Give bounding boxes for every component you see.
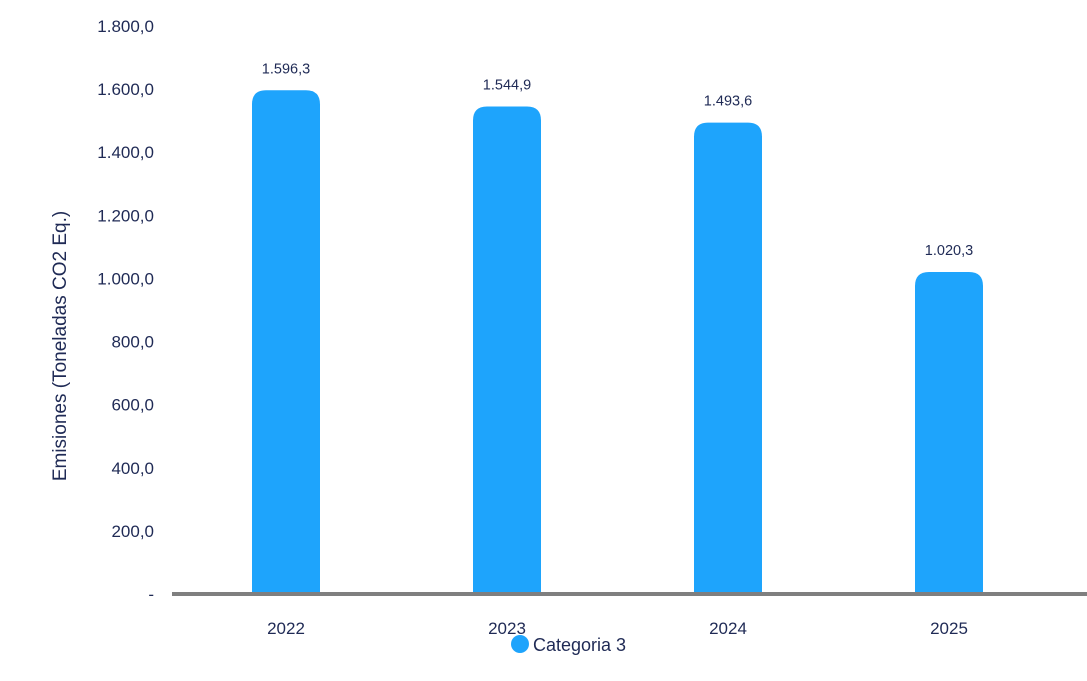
y-tick-label: 600,0	[111, 396, 154, 415]
data-label-2023: 1.544,9	[483, 77, 531, 93]
y-tick-label: 1.400,0	[97, 143, 154, 162]
data-label-2024: 1.493,6	[704, 94, 752, 110]
y-tick-label: 400,0	[111, 459, 154, 478]
bar-2022	[252, 90, 320, 595]
data-label-2022: 1.596,3	[262, 61, 310, 77]
legend-label-categoria-3: Categoria 3	[533, 635, 626, 655]
x-tick-label-2023: 2023	[488, 619, 526, 638]
bar-2025	[915, 272, 983, 594]
legend: Categoria 3	[511, 635, 626, 655]
bar-2024	[694, 122, 762, 595]
legend-swatch-categoria-3	[511, 635, 529, 653]
y-axis-ticks: - 200,0 400,0 600,0 800,0 1.000,0 1.200,0 1.400…	[97, 17, 154, 604]
x-tick-label-2025: 2025	[930, 619, 968, 638]
y-tick-label: 1.200,0	[97, 206, 154, 225]
y-tick-label: 1.800,0	[97, 17, 154, 36]
y-tick-label: 1.000,0	[97, 269, 154, 288]
bar-2023	[473, 106, 541, 594]
y-tick-label: 1.600,0	[97, 80, 154, 99]
x-tick-label-2022: 2022	[267, 619, 305, 638]
y-tick-label: 800,0	[111, 333, 154, 352]
x-tick-label-2024: 2024	[709, 619, 747, 638]
data-label-2025: 1.020,3	[925, 243, 973, 259]
y-axis-title: Emisiones (Toneladas CO2 Eq.)	[50, 211, 71, 481]
x-axis-labels: 2022 2023 2024 2025	[267, 619, 968, 638]
y-tick-label: -	[148, 585, 154, 604]
y-tick-label: 200,0	[111, 522, 154, 541]
bars	[252, 90, 983, 595]
data-labels: 1.596,3 1.544,9 1.493,6 1.020,3	[262, 61, 973, 259]
